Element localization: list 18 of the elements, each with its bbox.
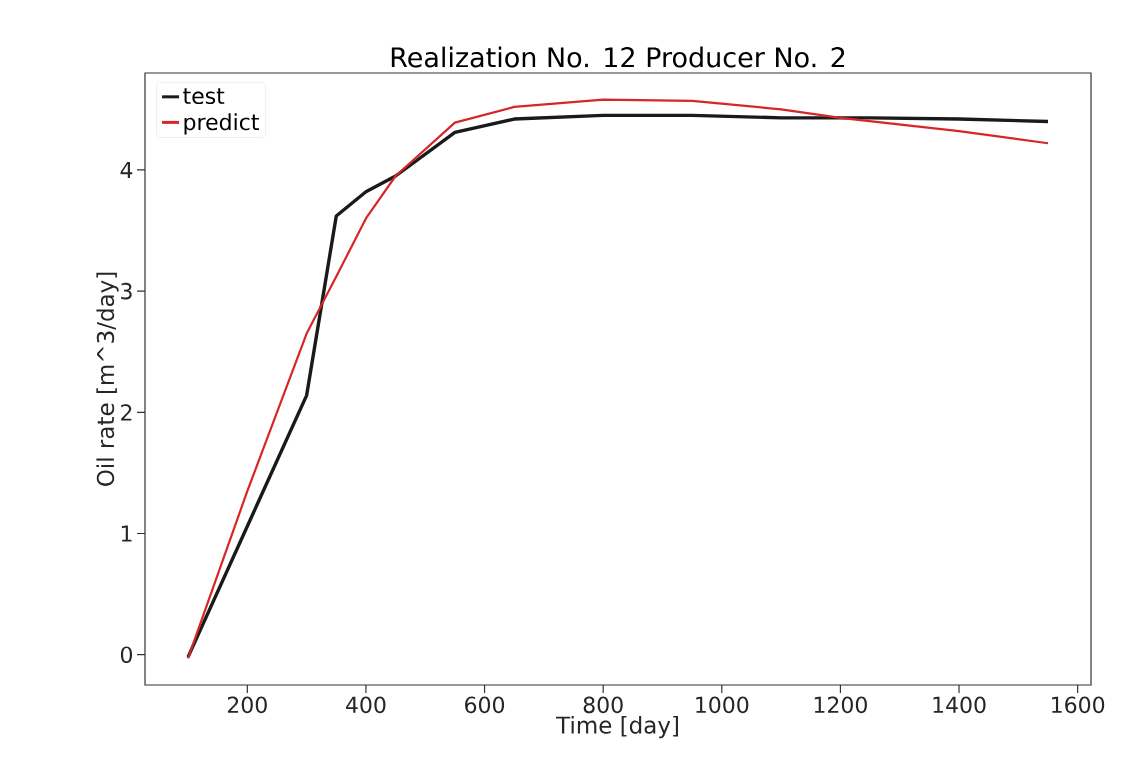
x-axis-title: Time [day] — [556, 716, 678, 739]
x-tick-label: 200 — [227, 696, 267, 714]
x-tick-label: 1000 — [696, 696, 749, 714]
x-tick-label: 800 — [583, 696, 623, 714]
y-tick-label: 1 — [121, 525, 132, 542]
y-tick-label: 3 — [121, 282, 132, 300]
y-tick-label: 0 — [120, 646, 133, 664]
x-tick-label: 1600 — [1052, 696, 1105, 714]
legend-label: predict — [184, 113, 259, 135]
chart-title: Realization No. 12 Producer No. 2 — [391, 46, 845, 68]
x-tick-label: 1400 — [933, 696, 986, 714]
legend-label: test — [183, 88, 225, 105]
x-tick-label: 400 — [346, 696, 386, 714]
x-tick-label: 600 — [465, 696, 505, 714]
y-tick-label: 2 — [121, 404, 132, 421]
y-axis-title: Oil rate [m^3/day] — [96, 272, 119, 486]
x-tick-label: 1200 — [814, 696, 867, 714]
y-tick-label: 4 — [120, 161, 133, 178]
